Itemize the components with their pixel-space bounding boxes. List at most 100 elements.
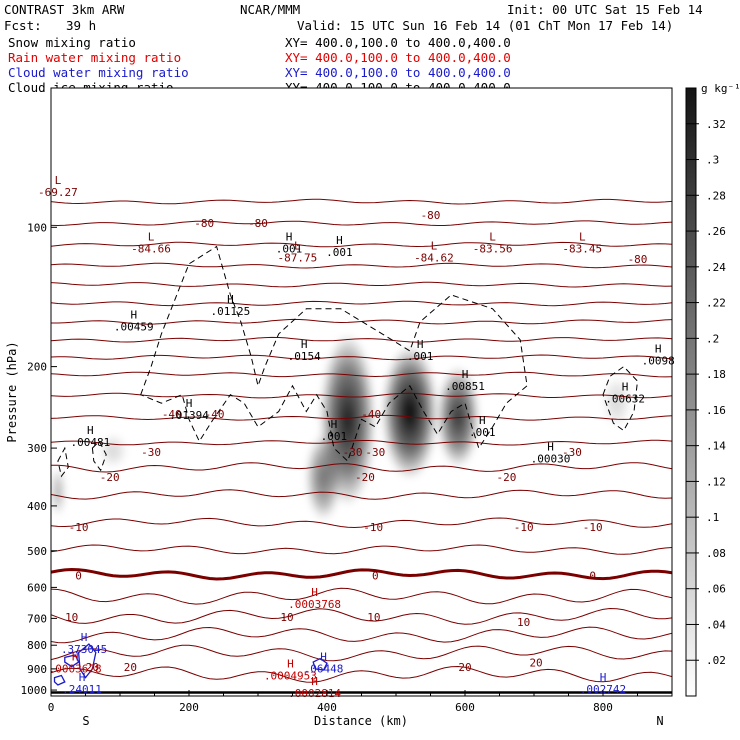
contour-label: -80: [421, 209, 441, 222]
extremum-letter: H: [336, 234, 343, 247]
contour-label: -10: [514, 521, 534, 534]
temperature-contour: [51, 220, 672, 227]
colorbar-tick-label: .16: [706, 404, 726, 417]
extremum-value: .0003768: [288, 598, 341, 611]
temperature-contour: [51, 414, 672, 421]
y-tick-label: 700: [27, 612, 47, 625]
extremum-value: .001: [321, 430, 348, 443]
colorbar-tick-label: .02: [706, 654, 726, 667]
contour-label: -20: [496, 471, 516, 484]
extremum-letter: H: [622, 380, 629, 393]
contour-label: -80: [628, 253, 648, 266]
extremum-letter: H: [79, 671, 86, 684]
temperature-contour: [51, 544, 672, 555]
y-tick-label: 400: [27, 500, 47, 513]
extremum-letter: H: [311, 675, 318, 688]
temperature-contour: [51, 392, 672, 399]
temperature-contour: [51, 462, 672, 473]
extremum-value: -83.45: [562, 242, 602, 255]
extremum-value: .00851: [445, 380, 485, 393]
extremum-value: -84.62: [414, 251, 454, 264]
cloud-water-contour: [53, 674, 66, 686]
extremum-letter: H: [186, 397, 193, 410]
cloud-ice-contour: [91, 440, 107, 472]
header-fcst-label: Fcst:: [4, 18, 42, 33]
snow-shading-region: [51, 467, 65, 516]
extremum-letter: L: [431, 239, 438, 252]
extremum-letter: H: [287, 657, 294, 670]
extremum-value: -69.27: [38, 186, 78, 199]
colorbar-tick-label: .18: [706, 368, 726, 381]
temperature-contour: [51, 198, 672, 205]
temperature-contour: [51, 281, 672, 288]
extremum-letter: H: [286, 230, 293, 243]
cloud-ice-contour: [140, 245, 528, 463]
x-tick-label: 600: [455, 701, 475, 714]
contour-label: 10: [280, 611, 293, 624]
temperature-contour: [51, 262, 672, 269]
colorbar-tick-label: .12: [706, 475, 726, 488]
extremum-letter: H: [311, 586, 318, 599]
snow-shading-region: [382, 345, 438, 480]
extremum-value: .01394: [169, 409, 209, 422]
contour-label: 20: [124, 661, 137, 674]
extremum-letter: H: [227, 293, 234, 306]
extremum-letter: H: [320, 651, 327, 664]
contour-label: -80: [248, 217, 268, 230]
header-init: Init: 00 UTC Sat 15 Feb 14: [507, 2, 703, 17]
y-tick-label: 1000: [21, 684, 48, 697]
contour-label: -20: [100, 471, 120, 484]
contour-label: 20: [86, 661, 99, 674]
y-tick-label: 500: [27, 545, 47, 558]
colorbar-tick-label: .22: [706, 297, 726, 310]
extremum-value: .001: [469, 426, 496, 439]
axes: 0 200 400 600 800100200300400500600700800900…: [21, 221, 638, 714]
colorbar-tick-label: .26: [706, 225, 726, 238]
snow-shading-region: [306, 434, 341, 521]
field-name-rain: Rain water mixing ratio: [8, 50, 181, 65]
cloud-water-contour: [312, 657, 328, 671]
x-tick-label: 0: [48, 701, 55, 714]
colorbar-tick-label: .24: [706, 261, 726, 274]
extremum-value: .00030: [531, 453, 571, 466]
temperature-contour: [51, 300, 672, 307]
extremum-value: -87.75: [277, 251, 317, 264]
extremum-letter: H: [655, 342, 662, 355]
extremum-value: .373045: [61, 643, 107, 656]
y-axis-label: Pressure (hPa): [5, 341, 19, 442]
contour-label: -30: [365, 446, 385, 459]
extremum-value: .0004953: [264, 669, 317, 682]
temperature-contour: [51, 318, 672, 325]
extremum-letter: H: [81, 631, 88, 644]
extremum-letter: H: [462, 368, 469, 381]
colorbar: .02 .04 .06 .08 .1 .12 .14 .16 .18 .2 .22 .24 .26 .28…: [685, 82, 740, 697]
temperature-contour: [51, 567, 672, 581]
temperature-contour: [51, 607, 672, 625]
extremum-value: .00632: [605, 392, 645, 405]
cloud-ice-contour: [57, 446, 69, 478]
temperature-contour: [51, 644, 672, 662]
field-xy-cloud-water: XY= 400.0,100.0 to 400.0,400.0: [285, 65, 511, 80]
contour-label: -80: [194, 217, 214, 230]
extremum-letter: H: [600, 671, 607, 684]
contour-label: -30: [141, 446, 161, 459]
extremum-letter: L: [294, 239, 301, 252]
temperature-contour: [51, 587, 672, 605]
temperature-contour: [51, 665, 672, 683]
colorbar-tick-label: .28: [706, 189, 726, 202]
extremum-value: .002742: [580, 683, 626, 696]
extremum-value: .0002814: [288, 687, 341, 700]
extremum-letter: H: [87, 424, 94, 437]
x-tick-label: 400: [317, 701, 337, 714]
end-label-north: N: [656, 714, 663, 728]
field-xy-rain: XY= 400.0,100.0 to 400.0,400.0: [285, 50, 511, 65]
y-tick-label: 200: [27, 361, 47, 374]
end-label-south: S: [82, 714, 89, 728]
cloud-ice-contour: [602, 365, 639, 432]
contour-label: 20: [529, 656, 542, 669]
temperature-contour: [51, 439, 672, 446]
temperature-contour: [51, 489, 672, 500]
extremum-letter: H: [72, 651, 79, 664]
temperature-contour: [51, 517, 672, 529]
